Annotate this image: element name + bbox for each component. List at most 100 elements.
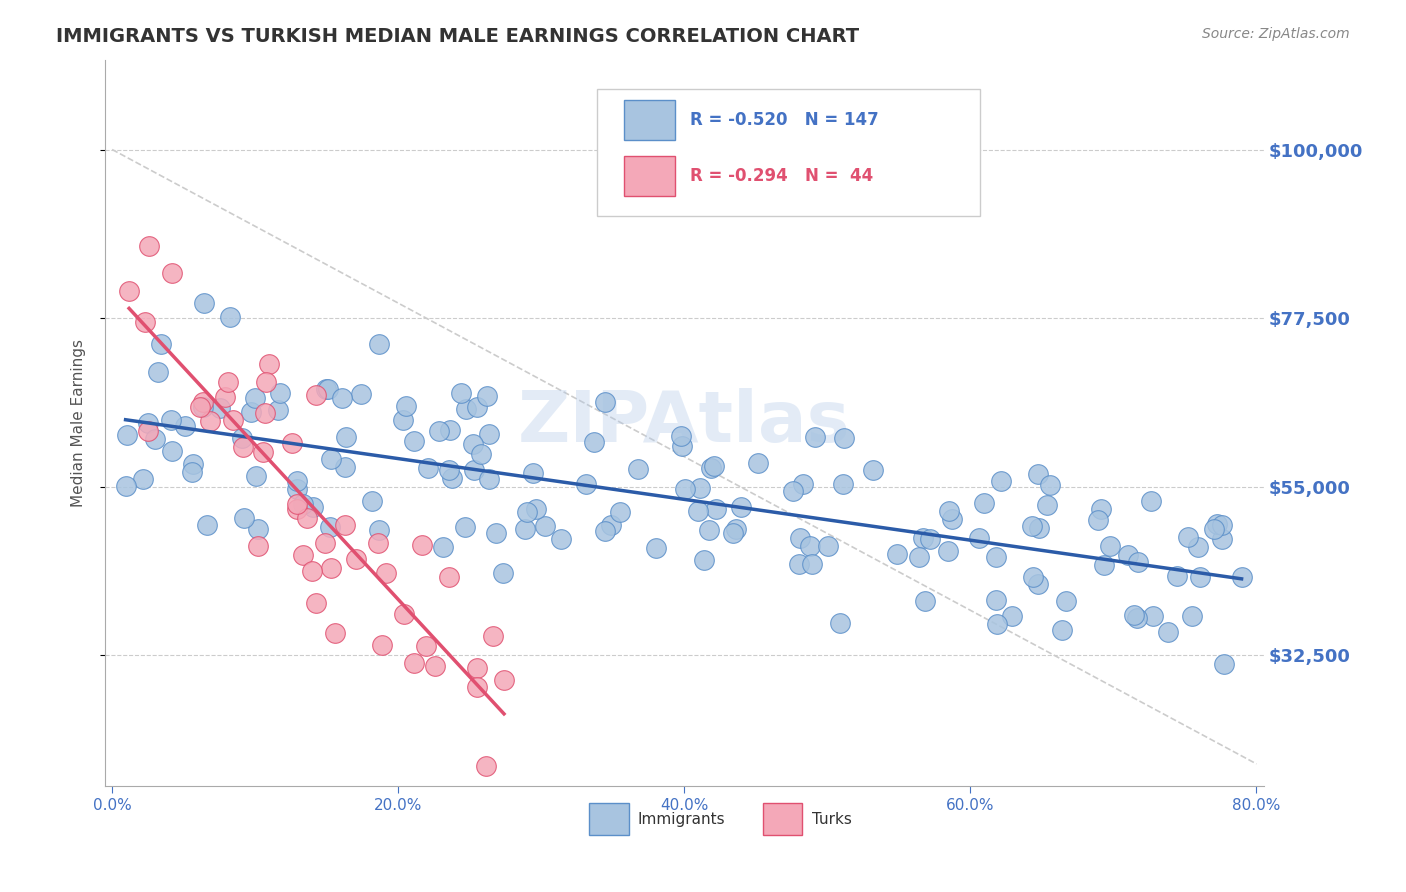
Point [134, 315, 156, 329]
Point [1156, 624, 1178, 639]
Point [730, 500, 752, 515]
Point [461, 437, 484, 451]
Point [834, 431, 856, 445]
Point [367, 336, 389, 351]
Point [245, 391, 267, 405]
Text: IMMIGRANTS VS TURKISH MEDIAN MALE EARNINGS CORRELATION CHART: IMMIGRANTS VS TURKISH MEDIAN MALE EARNIN… [56, 27, 859, 45]
Point [801, 558, 824, 572]
Point [198, 414, 221, 428]
Point [411, 538, 433, 552]
Point [252, 445, 274, 459]
Point [1142, 609, 1164, 624]
Point [195, 518, 218, 533]
Point [973, 496, 995, 510]
FancyBboxPatch shape [624, 156, 675, 195]
Text: R = -0.294   N =  44: R = -0.294 N = 44 [690, 167, 873, 185]
Point [599, 518, 621, 533]
Point [437, 570, 460, 584]
Point [318, 519, 340, 533]
Point [335, 459, 357, 474]
Point [208, 401, 231, 415]
FancyBboxPatch shape [763, 803, 803, 835]
Point [115, 428, 138, 442]
Point [437, 463, 460, 477]
Point [550, 532, 572, 546]
Point [217, 375, 239, 389]
Point [454, 402, 477, 417]
Point [1140, 493, 1163, 508]
Point [1021, 519, 1043, 533]
FancyBboxPatch shape [598, 88, 980, 216]
Point [516, 505, 538, 519]
Point [1211, 517, 1233, 532]
Point [1213, 657, 1236, 672]
Point [478, 472, 501, 486]
Point [673, 483, 696, 497]
Point [575, 477, 598, 491]
Point [513, 522, 536, 536]
Point [257, 357, 280, 371]
Point [595, 524, 617, 538]
Point [524, 502, 547, 516]
Point [285, 502, 308, 516]
Point [292, 548, 315, 562]
Point [302, 500, 325, 514]
Point [285, 482, 308, 496]
Point [193, 394, 215, 409]
Point [1123, 607, 1146, 622]
Point [725, 522, 748, 536]
Point [231, 431, 253, 445]
Point [143, 432, 166, 446]
Point [465, 680, 488, 694]
Point [193, 296, 215, 310]
Point [799, 539, 821, 553]
Point [912, 531, 935, 545]
Point [181, 457, 204, 471]
Point [697, 523, 720, 537]
Point [245, 469, 267, 483]
Point [247, 539, 270, 553]
Point [1090, 501, 1112, 516]
Point [392, 607, 415, 622]
Point [240, 405, 263, 419]
Point [150, 337, 173, 351]
Point [463, 463, 485, 477]
Point [593, 395, 616, 409]
Point [693, 552, 716, 566]
Point [333, 518, 356, 533]
Point [1035, 499, 1057, 513]
Point [699, 461, 721, 475]
Point [1092, 558, 1115, 572]
Point [862, 463, 884, 477]
Point [267, 403, 290, 417]
Point [704, 502, 727, 516]
Point [703, 458, 725, 473]
Point [253, 406, 276, 420]
Point [287, 497, 309, 511]
Point [1022, 569, 1045, 583]
Point [371, 638, 394, 652]
Point [1116, 548, 1139, 562]
Point [474, 759, 496, 773]
Point [1202, 522, 1225, 536]
Point [344, 552, 367, 566]
Point [316, 383, 339, 397]
Point [254, 375, 277, 389]
Point [321, 451, 343, 466]
Point [484, 526, 506, 541]
Point [465, 661, 488, 675]
FancyBboxPatch shape [589, 803, 628, 835]
Point [1050, 624, 1073, 638]
Point [1038, 478, 1060, 492]
Point [938, 504, 960, 518]
Point [160, 266, 183, 280]
Point [1230, 570, 1253, 584]
Y-axis label: Median Male Earnings: Median Male Earnings [72, 339, 86, 507]
Point [936, 544, 959, 558]
Point [1166, 568, 1188, 582]
Point [330, 391, 353, 405]
Point [986, 616, 1008, 631]
Point [416, 461, 439, 475]
Point [828, 616, 851, 631]
Point [138, 238, 160, 252]
